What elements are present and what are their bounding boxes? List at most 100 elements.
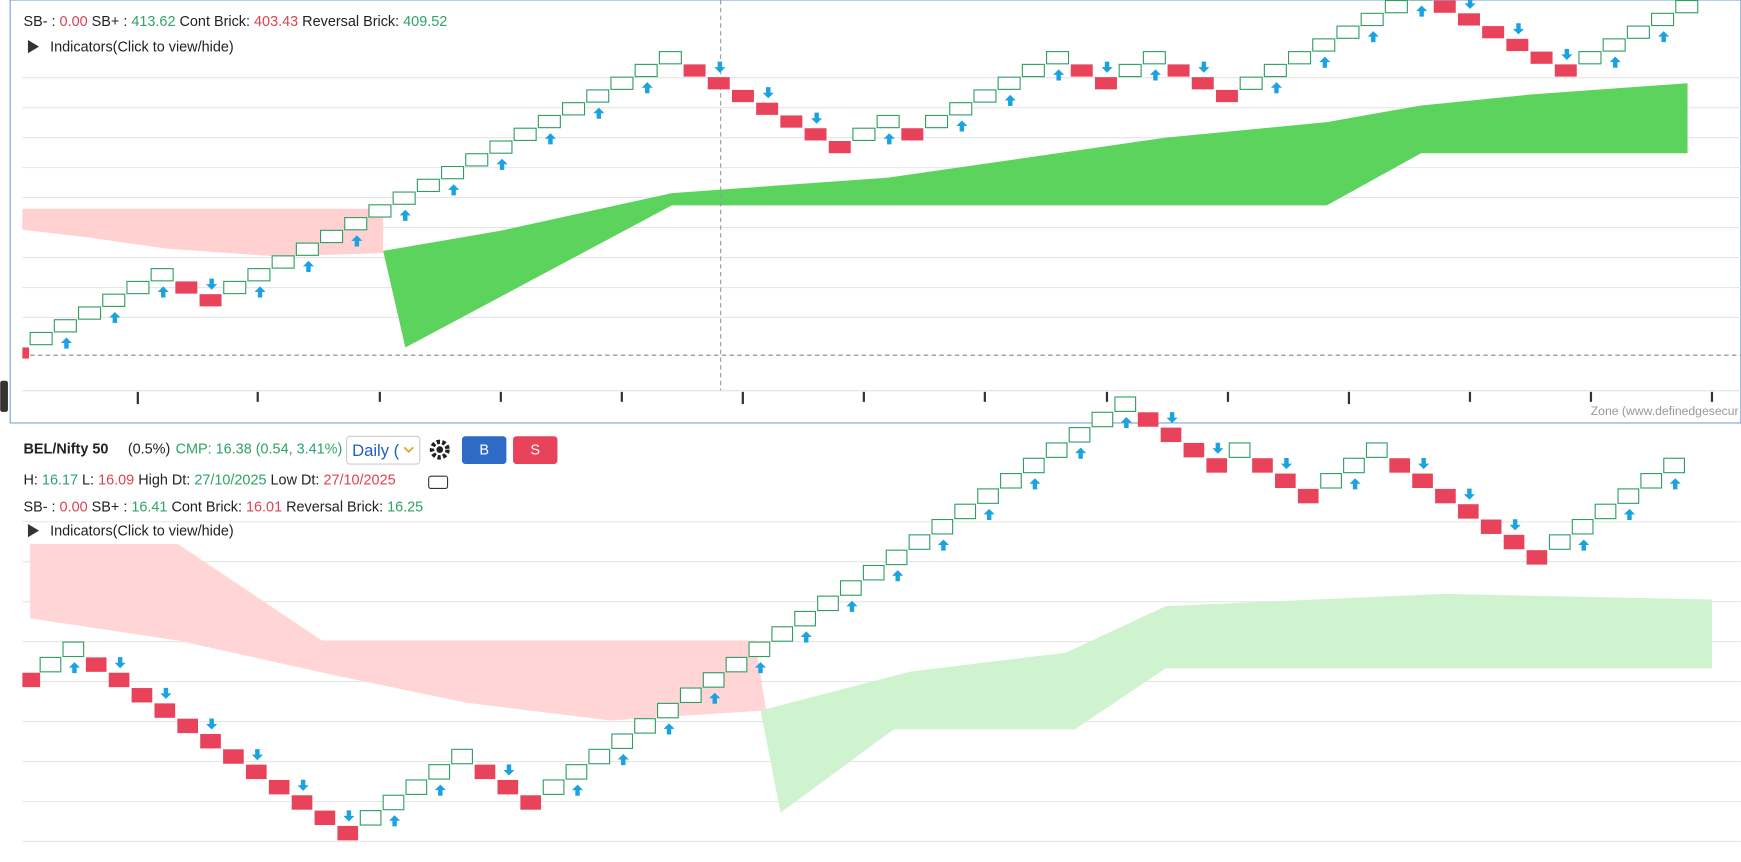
sell-label[interactable]: S [530,443,540,459]
up-brick [247,268,271,282]
sell-arrow [1101,61,1113,73]
up-brick [1578,51,1602,65]
down-brick [1482,26,1505,39]
indicators-toggle[interactable]: Indicators(Click to view/hide) [50,40,234,56]
up-brick [1114,396,1137,412]
down-brick [154,703,176,718]
up-brick [949,102,973,116]
down-brick [131,688,153,703]
down-brick [22,347,30,359]
buy-arrow [544,133,557,145]
down-brick [314,810,336,826]
box-size: (0.5%) [128,441,170,457]
down-brick [1530,51,1553,64]
sell-arrow [1509,519,1521,531]
down-brick [245,764,267,780]
down-brick [1137,412,1159,427]
sell-button[interactable] [513,436,558,465]
timeframe[interactable]: Daily ( [352,441,400,460]
down-brick [1480,519,1502,534]
up-brick [416,178,440,193]
sell-arrow [1463,488,1475,500]
label: High Dt: [138,472,190,488]
sell-arrow [251,749,263,761]
sell-arrow [1418,458,1430,470]
up-brick [1594,503,1617,520]
up-brick [1228,442,1251,458]
buy-arrow [846,600,858,612]
up-brick [931,518,954,535]
up-brick [428,764,451,780]
buy-button[interactable] [461,436,507,465]
label: SB+ : [92,14,128,30]
settings-icon[interactable] [429,439,450,460]
value: 16.09 [98,472,134,488]
up-brick [1602,38,1626,52]
up-brick [588,748,611,765]
buy-arrow [1367,31,1379,43]
stats-line: SB- : 0.00 SB+ : 413.62 Cont Brick: 403.… [23,14,447,30]
toggle-icon[interactable] [27,523,40,538]
up-brick [465,153,489,167]
down-brick [1206,458,1228,473]
down-brick [1526,550,1548,565]
up-brick [1336,25,1360,39]
toggle-icon[interactable] [27,39,40,54]
up-brick [392,191,416,205]
sell-zone [30,543,767,721]
indicators-toggle[interactable]: Indicators(Click to view/hide) [50,524,234,540]
down-brick [683,64,706,77]
down-brick [1389,458,1411,473]
buy-zone [760,593,1712,813]
down-brick [1457,13,1480,26]
buy-arrow [883,133,895,145]
down-brick [1094,77,1117,90]
up-brick [1626,25,1650,39]
up-brick [657,702,679,719]
buy-arrow [1349,478,1361,490]
buy-arrow [1416,5,1428,17]
buy-arrow [448,184,460,196]
settings-icon [436,446,444,453]
up-brick [62,641,85,658]
up-brick [1384,0,1408,14]
label: SB- : [23,499,55,515]
up-brick [1021,63,1045,78]
down-brick [175,281,198,294]
up-brick [839,580,862,596]
up-brick [1571,518,1594,535]
buy-arrow [399,209,411,221]
up-brick [565,764,588,780]
buy-arrow [1658,31,1670,43]
buy-arrow [1270,82,1283,94]
up-brick [39,656,62,673]
down-brick [497,779,519,795]
down-brick [1070,64,1093,77]
up-brick [1142,51,1166,65]
cmp: CMP: 16.38 (0.54, 3.41%) [176,441,343,457]
bricks [22,0,1699,841]
buy-arrow [800,631,812,643]
up-brick [126,280,150,295]
up-brick [977,488,999,504]
stats-line: SB- : 0.00 SB+ : 16.41 Cont Brick: 16.01… [23,499,423,515]
sell-arrow [206,278,218,290]
buy-arrow [956,120,968,132]
down-brick [1433,0,1456,13]
label: Reversal Brick: [286,499,383,515]
buy-arrow [1120,416,1132,429]
label: SB+ : [92,499,128,515]
up-brick [562,102,586,116]
buy-arrow [1053,69,1065,81]
side-handle[interactable] [0,380,8,412]
sell-arrow [503,764,515,776]
notes-icon[interactable] [428,475,449,490]
up-brick [852,127,876,141]
buy-arrow [663,723,675,735]
up-brick [1548,534,1571,550]
up-brick [1343,457,1365,474]
timeframe-select[interactable] [345,435,421,465]
down-brick [1506,38,1529,52]
down-brick [804,128,827,141]
buy-label[interactable]: B [479,443,489,459]
